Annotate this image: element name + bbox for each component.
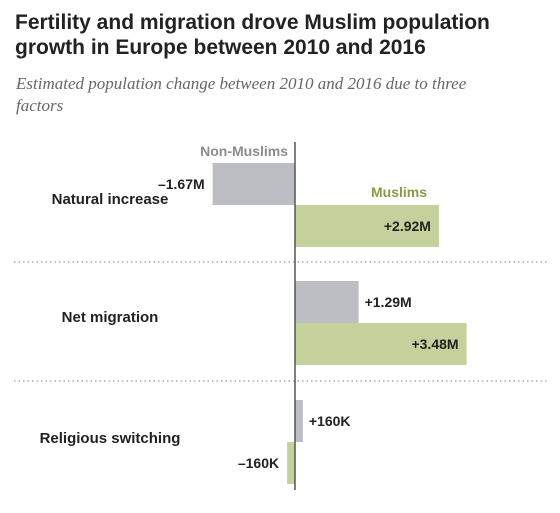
value-label-non-muslims-natural-increase: –1.67M xyxy=(158,176,205,192)
legend-non-muslims: Non-Muslims xyxy=(200,143,288,159)
chart-subtitle: Estimated population change between 2010… xyxy=(16,74,467,115)
bar-non-muslims-natural-increase xyxy=(212,163,295,205)
chart-title: Fertility and migration drove Muslim pop… xyxy=(15,11,490,59)
category-label-religious-switching: Religious switching xyxy=(40,430,181,447)
bar-non-muslims-net-migration xyxy=(295,281,359,323)
bar-muslims-religious-switching xyxy=(287,442,295,484)
legend-muslims: Muslims xyxy=(371,184,427,200)
value-label-non-muslims-religious-switching: +160K xyxy=(309,413,351,429)
value-label-muslims-net-migration: +3.48M xyxy=(411,336,458,352)
category-label-natural-increase: Natural increase xyxy=(52,191,169,208)
value-label-muslims-natural-increase: +2.92M xyxy=(384,218,431,234)
value-label-muslims-religious-switching: –160K xyxy=(238,455,279,471)
category-label-net-migration: Net migration xyxy=(62,309,159,326)
bar-muslims-net-migration xyxy=(295,323,467,365)
bar-muslims-natural-increase xyxy=(295,205,439,247)
value-label-non-muslims-net-migration: +1.29M xyxy=(365,294,412,310)
bar-non-muslims-religious-switching xyxy=(295,400,303,442)
